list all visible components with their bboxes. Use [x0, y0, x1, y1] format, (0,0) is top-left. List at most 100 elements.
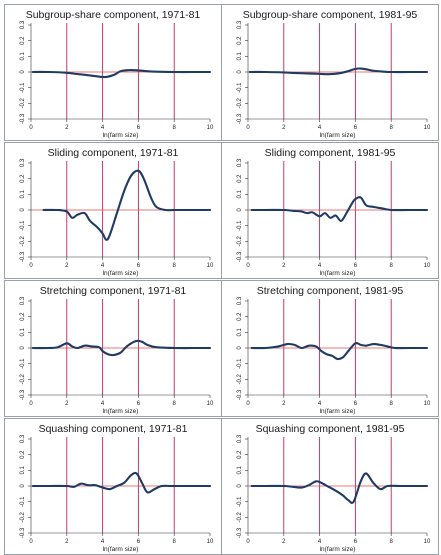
x-tick-label: 10: [424, 401, 431, 407]
y-tick-label: 0.3: [237, 296, 243, 305]
x-tick-label: 4: [101, 539, 105, 545]
y-tick-label: -0.3: [237, 251, 243, 262]
x-tick-label: 0: [29, 401, 33, 407]
y-tick-label: 0: [20, 484, 26, 488]
y-tick-label: 0.2: [20, 174, 26, 183]
y-tick-label: -0.2: [237, 236, 243, 247]
chart-title: Squashing component, 1981-95: [256, 423, 405, 435]
x-tick-label: 4: [101, 401, 105, 407]
chart-svg: Squashing component, 1971-81 -0.3 -0.2 -0.1…: [20, 423, 214, 553]
x-tick-label: 0: [29, 263, 33, 269]
x-tick-label: 8: [390, 263, 394, 269]
y-tick-label: 0.3: [20, 296, 26, 305]
series-line: [250, 342, 429, 361]
x-tick-label: 8: [390, 401, 394, 407]
y-tick-label: -0.2: [20, 98, 26, 109]
y-tick-label: 0.3: [237, 434, 243, 443]
x-tick-label: 4: [101, 263, 105, 269]
y-tick-label: 0.3: [20, 20, 26, 29]
chart-title: Sliding component, 1981-95: [265, 147, 396, 159]
x-tick-label: 6: [137, 125, 141, 131]
chart-title: Squashing component, 1971-81: [39, 423, 188, 435]
x-tick-label: 2: [282, 539, 286, 545]
x-tick-label: 2: [282, 263, 286, 269]
x-axis-label: ln(farm size): [320, 408, 356, 415]
y-tick-label: 0.3: [20, 434, 26, 443]
chart-panel-stretching-1981-95: Stretching component, 1981-95 -0.3 -0.2 -0.…: [221, 280, 439, 417]
x-tick-label: 0: [246, 539, 250, 545]
y-tick-label: 0: [20, 346, 26, 350]
series-line: [31, 69, 212, 79]
x-tick-label: 10: [207, 401, 214, 407]
y-tick-label: -0.1: [237, 358, 243, 369]
y-tick-label: 0.1: [20, 52, 26, 61]
x-tick-label: 0: [29, 125, 33, 131]
chart-svg: Stretching component, 1971-81 -0.3 -0.2 -0.…: [20, 285, 214, 415]
y-tick-label: -0.2: [20, 512, 26, 523]
chart-svg: Subgroup-share component, 1981-95 -0.3 -0.…: [237, 9, 431, 139]
y-tick-label: -0.3: [20, 113, 26, 124]
x-tick-label: 2: [65, 401, 69, 407]
x-tick-label: 4: [318, 401, 322, 407]
series-line: [250, 196, 429, 223]
y-tick-label: -0.3: [20, 389, 26, 400]
x-tick-label: 0: [246, 263, 250, 269]
x-tick-label: 10: [424, 263, 431, 269]
chart-svg: Squashing component, 1981-95 -0.3 -0.2 -0.1…: [237, 423, 431, 553]
y-tick-label: -0.2: [237, 512, 243, 523]
x-tick-label: 4: [318, 263, 322, 269]
chart-svg: Sliding component, 1981-95 -0.3 -0.2 -0.1 0 0…: [237, 147, 431, 277]
y-tick-label: 0.2: [20, 36, 26, 45]
x-tick-label: 8: [173, 401, 177, 407]
y-tick-label: 0.2: [237, 36, 243, 45]
x-tick-label: 0: [29, 539, 33, 545]
x-axis-label: ln(farm size): [103, 270, 139, 277]
x-tick-label: 6: [354, 125, 358, 131]
y-tick-label: -0.3: [237, 113, 243, 124]
y-tick-label: 0: [237, 484, 243, 488]
chart-svg: Sliding component, 1971-81 -0.3 -0.2 -0.1 0 0…: [20, 147, 214, 277]
y-tick-label: 0.2: [237, 312, 243, 321]
chart-title: Sliding component, 1971-81: [48, 147, 179, 159]
y-tick-label: -0.1: [237, 496, 243, 507]
y-tick-label: 0.1: [237, 52, 243, 61]
chart-panel-stretching-1971-81: Stretching component, 1971-81 -0.3 -0.2 -0.…: [4, 280, 222, 417]
chart-title: Stretching component, 1971-81: [40, 285, 187, 297]
y-tick-label: 0.2: [20, 312, 26, 321]
y-tick-label: 0.1: [20, 466, 26, 475]
y-tick-label: 0: [20, 208, 26, 212]
x-tick-label: 8: [173, 539, 177, 545]
y-tick-label: 0.3: [20, 158, 26, 167]
x-tick-label: 8: [390, 539, 394, 545]
chart-panel-subgroup-share-1971-81: Subgroup-share component, 1971-81 -0.3 -0.…: [4, 4, 222, 141]
x-tick-label: 2: [65, 125, 69, 131]
chart-title: Stretching component, 1981-95: [257, 285, 404, 297]
y-tick-label: 0.3: [237, 20, 243, 29]
x-tick-label: 4: [101, 125, 105, 131]
y-tick-label: 0.2: [237, 174, 243, 183]
y-tick-label: 0.3: [237, 158, 243, 167]
x-tick-label: 6: [137, 401, 141, 407]
chart-panel-subgroup-share-1981-95: Subgroup-share component, 1981-95 -0.3 -0.…: [221, 4, 439, 141]
x-tick-label: 10: [207, 125, 214, 131]
y-tick-label: -0.1: [237, 82, 243, 93]
series-line: [31, 471, 212, 494]
x-axis-label: ln(farm size): [103, 408, 139, 415]
chart-panel-squashing-1971-81: Squashing component, 1971-81 -0.3 -0.2 -0.1…: [4, 418, 222, 555]
y-tick-label: 0.1: [20, 328, 26, 337]
x-tick-label: 2: [65, 539, 69, 545]
y-tick-label: 0: [237, 346, 243, 350]
y-tick-label: 0.1: [237, 328, 243, 337]
x-tick-label: 8: [173, 125, 177, 131]
y-tick-label: 0: [20, 70, 26, 74]
series-line: [248, 67, 429, 76]
y-tick-label: -0.1: [20, 496, 26, 507]
x-tick-label: 0: [246, 125, 250, 131]
series-line: [42, 169, 212, 241]
y-tick-label: 0.1: [237, 466, 243, 475]
x-tick-label: 2: [282, 401, 286, 407]
y-tick-label: -0.3: [237, 527, 243, 538]
x-tick-label: 8: [390, 125, 394, 131]
x-tick-label: 4: [318, 125, 322, 131]
